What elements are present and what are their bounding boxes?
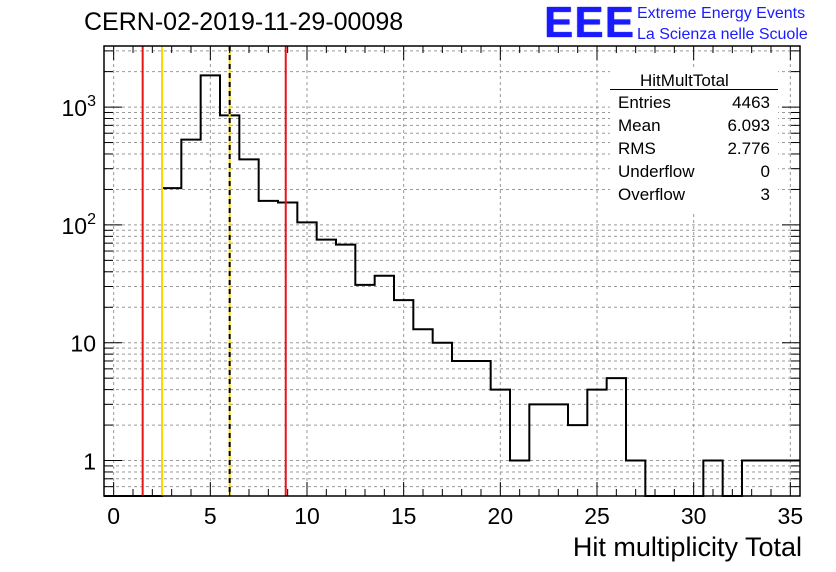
stats-value: 0 [760, 162, 770, 181]
logo-mark: EEE [544, 0, 636, 47]
x-tick-label: 20 [488, 503, 514, 529]
stats-divider [610, 89, 778, 90]
stats-value: 6.093 [727, 116, 770, 135]
logo-line-1: Extreme Energy Events [637, 5, 806, 22]
histogram-bin [549, 404, 568, 496]
stats-row-overflow: Overflow 3 [618, 185, 770, 208]
histogram-bin [375, 276, 394, 496]
histogram-bin [529, 404, 548, 496]
stats-value: 3 [760, 185, 770, 204]
histogram-bin [471, 361, 490, 496]
histogram-bin [181, 140, 200, 496]
stats-title: HitMultTotal [640, 71, 729, 90]
stats-row-entries: Entries 4463 [618, 93, 770, 116]
stats-key: RMS [618, 139, 656, 158]
vertical-lines [141, 46, 287, 496]
stats-key: Mean [618, 116, 661, 135]
plot-frame [103, 45, 801, 497]
histogram-bin [317, 240, 336, 496]
x-tick-label: 0 [107, 503, 120, 529]
stats-value: 4463 [732, 93, 770, 112]
x-tick-label: 30 [681, 503, 707, 529]
stats-value: 2.776 [727, 139, 770, 158]
stats-box: HitMultTotal Entries 4463 Mean 6.093 RMS… [610, 69, 778, 211]
run-title: CERN-02-2019-11-29-00098 [84, 8, 404, 36]
y-tick-label: 102 [62, 211, 97, 239]
histogram-bin [278, 202, 297, 496]
stats-key: Entries [618, 93, 671, 112]
stats-key: Underflow [618, 162, 695, 181]
y-tick-label: 10 [70, 331, 96, 357]
stats-row-underflow: Underflow 0 [618, 162, 770, 185]
stats-key: Overflow [618, 185, 686, 204]
x-axis-title: Hit multiplicity Total [572, 532, 802, 562]
eee-logo: EEE Extreme Energy Events La Scienza nel… [544, 0, 834, 47]
x-tick-label: 25 [584, 503, 610, 529]
stats-row-rms: RMS 2.776 [618, 139, 770, 162]
histogram-bin [355, 285, 374, 496]
histogram-bin [162, 188, 181, 496]
y-tick-label: 1 [83, 449, 96, 475]
logo-line-2: La Scienza nelle Scuole [637, 26, 808, 43]
x-tick-label: 35 [778, 503, 804, 529]
histogram-bin [336, 245, 355, 496]
y-tick-label: 103 [62, 93, 97, 121]
histogram-bin [239, 159, 258, 496]
stats-row-mean: Mean 6.093 [618, 116, 770, 139]
x-tick-label: 5 [204, 503, 217, 529]
x-tick-label: 10 [294, 503, 320, 529]
histogram-bin [452, 361, 471, 496]
histogram-bin [433, 343, 452, 496]
x-tick-label: 15 [391, 503, 417, 529]
